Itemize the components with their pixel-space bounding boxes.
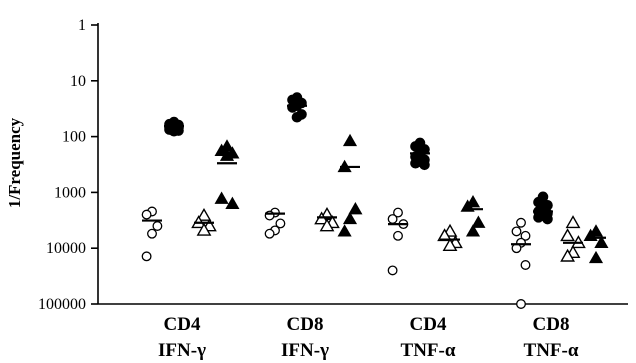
filled-triangle-point — [225, 196, 240, 209]
open-circle-point — [387, 265, 398, 276]
open-circle-point — [393, 230, 403, 241]
y-tick-label: 100000 — [38, 296, 86, 313]
category-label-line1: CD8 — [287, 314, 324, 335]
y-tick-label: 100 — [62, 129, 86, 146]
open-circle-point — [520, 230, 531, 241]
filled-triangle-point — [588, 250, 604, 264]
open-triangle-point — [560, 228, 576, 242]
open-circle-point — [275, 218, 286, 229]
y-tick-label: 1000 — [54, 184, 86, 201]
category-label-line1: CD8 — [533, 314, 570, 335]
filled-triangle-point — [337, 224, 352, 237]
filled-circle-point — [410, 157, 421, 169]
category-labels: CD4 IFN-γ CD8 IFN-γ CD4 TNF-α CD8 TNF-α — [158, 314, 579, 361]
filled-circle-point — [291, 111, 303, 123]
median-lines — [142, 104, 606, 246]
open-triangle-point — [560, 248, 576, 262]
filled-triangle-point — [348, 201, 363, 215]
open-circle-point — [152, 221, 163, 231]
filled-triangle-point — [471, 215, 486, 228]
open-circle-point — [147, 228, 157, 239]
y-tick-label: 10000 — [46, 240, 86, 257]
filled-circle-point — [168, 125, 180, 137]
open-circle-point — [387, 214, 398, 224]
open-circle-point — [141, 251, 152, 262]
open-triangle-point — [196, 207, 212, 221]
y-tick-labels: 1 10 100 1000 10000 100000 — [38, 17, 86, 313]
filled-circle-point — [287, 102, 298, 113]
y-tick-label: 10 — [70, 73, 86, 90]
category-label-line1: CD4 — [164, 314, 201, 335]
category-label-line1: CD4 — [410, 314, 447, 335]
y-tick-label: 1 — [78, 17, 86, 34]
y-axis-title: 1/Frequency — [5, 117, 24, 208]
filled-circle-point — [533, 212, 544, 223]
filled-triangle-point — [465, 224, 481, 237]
filled-triangle-point — [219, 148, 235, 161]
filled-circle-point — [542, 213, 553, 225]
open-circle-point — [264, 228, 275, 239]
open-triangle-point — [565, 215, 581, 229]
filled-triangle-point — [342, 133, 358, 147]
category-label-line2: TNF-α — [524, 340, 579, 361]
filled-triangle-point — [594, 235, 609, 248]
open-triangle-point — [442, 238, 458, 251]
open-circle-point — [516, 217, 526, 228]
category-label-line2: IFN-γ — [281, 340, 329, 361]
open-triangle-point — [319, 218, 335, 232]
filled-circle-point — [419, 159, 430, 171]
open-circle-point — [516, 299, 526, 309]
category-label-line2: TNF-α — [401, 340, 456, 361]
filled-triangle-point — [214, 191, 229, 204]
open-circle-point — [393, 207, 403, 218]
open-triangle-point — [196, 222, 212, 236]
open-circle-point — [141, 209, 152, 220]
filled-triangle-point — [342, 211, 358, 225]
category-label-line2: IFN-γ — [158, 340, 206, 361]
data-points — [141, 92, 609, 309]
axes — [91, 23, 628, 305]
open-circle-point — [511, 226, 522, 237]
open-circle-point — [520, 260, 531, 270]
